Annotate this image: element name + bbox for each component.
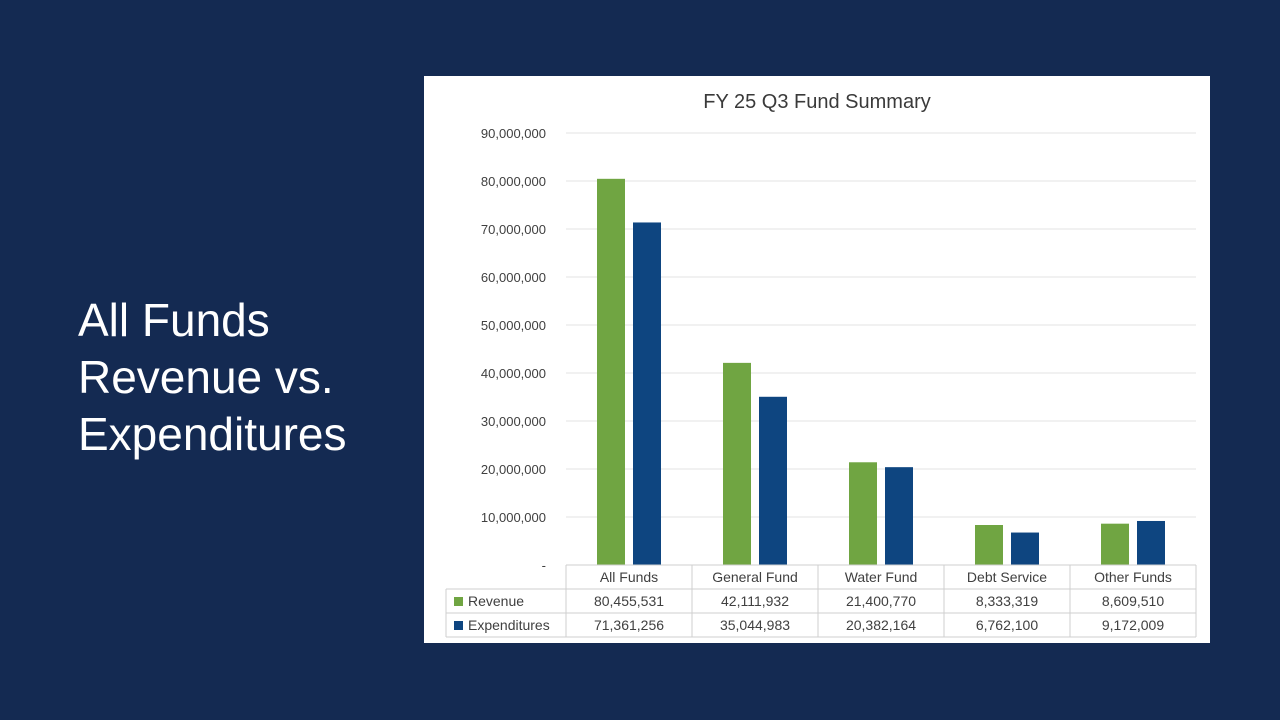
data-label-revenue: 21,400,770 (846, 593, 916, 609)
data-table: All Funds General Fund Water Fund Debt Serv… (445, 564, 1197, 638)
bar-revenue-4 (1101, 523, 1129, 565)
chart-title: FY 25 Q3 Fund Summary (703, 91, 931, 113)
data-label-expenditures: 71,361,256 (594, 617, 664, 633)
legend-key-expenditures (454, 621, 463, 630)
category-label: General Fund (712, 569, 798, 585)
data-label-expenditures: 6,762,100 (976, 617, 1038, 633)
data-label-revenue: 8,333,319 (976, 593, 1038, 609)
y-tick-label: 60,000,000 (481, 270, 546, 285)
y-tick-label: 50,000,000 (481, 318, 546, 333)
legend-label-revenue: Revenue (468, 593, 524, 609)
bar-revenue-2 (849, 462, 877, 565)
chart-panel: FY 25 Q3 Fund Summary - 10,000,000 20,000,… (424, 76, 1210, 643)
y-tick-label: 40,000,000 (481, 366, 546, 381)
slide-title-line-1: All Funds (78, 294, 270, 346)
y-tick-label: 30,000,000 (481, 414, 546, 429)
data-label-revenue: 80,455,531 (594, 593, 664, 609)
data-label-expenditures: 35,044,983 (720, 617, 790, 633)
y-tick-label: 80,000,000 (481, 174, 546, 189)
data-label-revenue: 42,111,932 (721, 593, 789, 609)
category-label: Water Fund (845, 569, 918, 585)
bar-expenditures-1 (759, 396, 787, 565)
data-label-revenue: 8,609,510 (1102, 593, 1164, 609)
legend-key-revenue (454, 597, 463, 606)
slide-title-line-2: Revenue vs. (78, 351, 334, 403)
bar-revenue-0 (597, 178, 625, 565)
y-axis-ticks: - 10,000,000 20,000,000 30,000,000 40,000,00… (481, 126, 546, 573)
data-label-expenditures: 9,172,009 (1102, 617, 1164, 633)
legend-label-expenditures: Expenditures (468, 617, 550, 633)
bars (597, 178, 1165, 565)
category-label: Other Funds (1094, 569, 1172, 585)
y-tick-label: 70,000,000 (481, 222, 546, 237)
bar-revenue-3 (975, 525, 1003, 565)
bar-revenue-1 (723, 362, 751, 565)
slide-title: All Funds Revenue vs. Expenditures (78, 292, 347, 463)
y-tick-label: 20,000,000 (481, 462, 546, 477)
bar-expenditures-3 (1011, 532, 1039, 565)
fund-summary-chart: FY 25 Q3 Fund Summary - 10,000,000 20,000,… (445, 91, 1197, 638)
slide-title-line-3: Expenditures (78, 408, 347, 460)
y-tick-label: 10,000,000 (481, 510, 546, 525)
y-tick-label: 90,000,000 (481, 126, 546, 141)
bar-expenditures-2 (885, 467, 913, 565)
category-label: All Funds (600, 569, 658, 585)
bar-expenditures-4 (1137, 520, 1165, 565)
bar-expenditures-0 (633, 222, 661, 565)
gridlines (566, 132, 1196, 518)
y-tick-label: - (542, 558, 546, 573)
category-label: Debt Service (967, 569, 1047, 585)
data-label-expenditures: 20,382,164 (846, 617, 916, 633)
